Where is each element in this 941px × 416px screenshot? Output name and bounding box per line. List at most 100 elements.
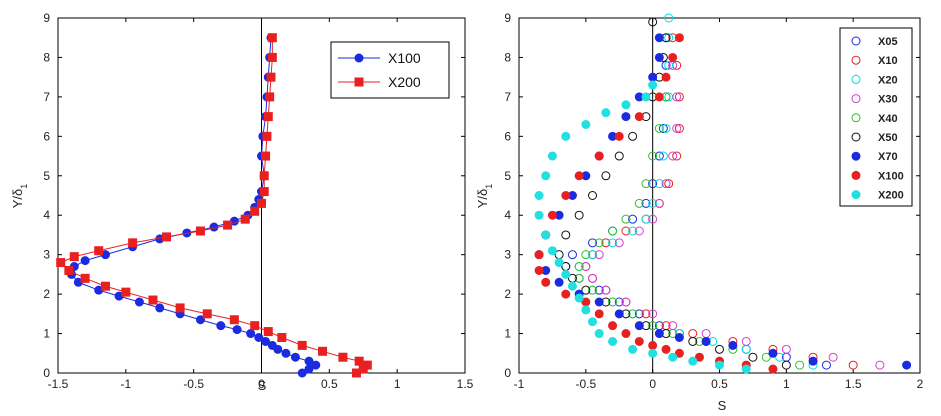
data-point-x70 (654, 33, 664, 43)
y-tick-label: 2 (504, 287, 511, 301)
data-point-x10 (674, 92, 684, 102)
data-point-x200 (267, 52, 277, 62)
data-point-x200 (148, 295, 158, 305)
legend-label-x200: X200 (388, 74, 421, 90)
data-point-x100 (534, 265, 544, 275)
data-point-x05 (567, 250, 577, 260)
data-point-x20 (661, 123, 671, 133)
series-right (534, 13, 912, 374)
data-point-x40 (634, 198, 644, 208)
data-point-x200 (628, 344, 638, 354)
data-point-x200 (250, 321, 260, 331)
data-point-x70 (701, 336, 711, 346)
data-point-x30 (614, 238, 624, 248)
y-ticks-left: 0 1 2 3 4 5 6 7 8 9 (43, 11, 465, 380)
data-point-x100 (634, 112, 644, 122)
data-point-x100 (155, 303, 165, 313)
data-point-x40 (588, 285, 598, 295)
data-point-x50 (561, 230, 571, 240)
data-point-x40 (608, 297, 618, 307)
legend-label-x10: X10 (878, 55, 898, 67)
x-tick-label: 1.5 (457, 377, 474, 391)
y-tick-label: 8 (504, 50, 511, 64)
data-point-x100 (534, 250, 544, 260)
data-point-x200 (262, 131, 272, 141)
data-point-x100 (561, 191, 571, 200)
data-point-x200 (229, 315, 239, 325)
data-point-x200 (715, 360, 724, 370)
data-point-x70 (808, 356, 818, 366)
x-tick-label: 1.5 (845, 377, 862, 391)
data-point-x200 (561, 269, 571, 279)
legend-label-x200: X200 (878, 190, 904, 202)
data-point-x30 (875, 360, 885, 370)
data-point-x50 (781, 360, 791, 370)
data-point-x05 (658, 123, 668, 133)
data-point-x200 (648, 348, 658, 358)
data-point-x70 (902, 360, 912, 370)
data-point-x200 (265, 92, 275, 102)
data-point-x200 (100, 281, 110, 291)
data-point-x200 (534, 191, 544, 200)
data-point-x20 (588, 250, 598, 260)
data-point-x100 (73, 277, 83, 287)
x-tick-label: 0 (258, 377, 265, 391)
y-tick-label: 0 (43, 366, 50, 380)
data-point-x10 (848, 360, 858, 370)
y-tick-label: 5 (504, 169, 511, 183)
data-point-x100 (114, 291, 124, 301)
data-point-x200 (541, 230, 551, 240)
data-point-x30 (654, 198, 664, 208)
data-point-x100 (661, 344, 671, 354)
data-point-x100 (80, 256, 90, 266)
y-tick-label: 8 (43, 50, 50, 64)
x-tick-label: -0.5 (183, 377, 204, 391)
data-point-x100 (261, 336, 271, 346)
data-point-x70 (654, 329, 664, 339)
y-axis-label-left: Y/δ1 (10, 184, 29, 209)
data-point-x20 (664, 33, 674, 43)
data-point-x20 (648, 198, 658, 208)
data-point-x50 (648, 17, 658, 27)
data-point-x20 (775, 352, 785, 362)
data-point-x200 (574, 293, 584, 303)
data-point-x100 (311, 360, 321, 370)
data-point-x100 (547, 210, 557, 220)
x-tick-label: -1.5 (48, 377, 69, 391)
data-point-x100 (216, 321, 226, 331)
data-point-x200 (250, 206, 260, 216)
data-point-x200 (318, 346, 328, 356)
data-point-x05 (628, 214, 638, 224)
legend-marker-x200 (354, 77, 364, 87)
data-point-x200 (354, 356, 364, 366)
data-point-x40 (668, 329, 678, 339)
data-point-x200 (80, 273, 90, 283)
data-point-x30 (828, 352, 838, 362)
data-point-x100 (621, 329, 631, 339)
data-point-x200 (259, 171, 269, 181)
y-tick-label: 4 (504, 208, 511, 222)
legend-marker-x100 (851, 170, 861, 180)
data-point-x200 (534, 210, 544, 220)
data-point-x100 (654, 92, 664, 102)
x-tick-label: 1 (394, 377, 401, 391)
data-point-x200 (608, 336, 618, 346)
data-point-x200 (257, 198, 266, 208)
data-point-x40 (574, 273, 584, 283)
data-point-x200 (581, 305, 591, 315)
data-point-x100 (668, 52, 678, 62)
data-point-x200 (121, 287, 131, 297)
data-point-x200 (741, 364, 751, 374)
data-point-x200 (195, 226, 205, 236)
data-point-x200 (266, 72, 276, 82)
data-point-x200 (259, 187, 269, 197)
y-ticks-right: 0 1 2 3 4 5 6 7 8 9 (504, 11, 920, 380)
data-point-x40 (628, 309, 638, 319)
data-point-x200 (261, 151, 271, 161)
y-tick-label: 9 (504, 11, 511, 25)
data-point-x05 (648, 179, 658, 189)
data-point-x200 (581, 120, 591, 129)
legend-marker-x70 (851, 151, 861, 161)
data-point-x100 (594, 151, 604, 161)
legend-label-x100: X100 (388, 50, 421, 66)
